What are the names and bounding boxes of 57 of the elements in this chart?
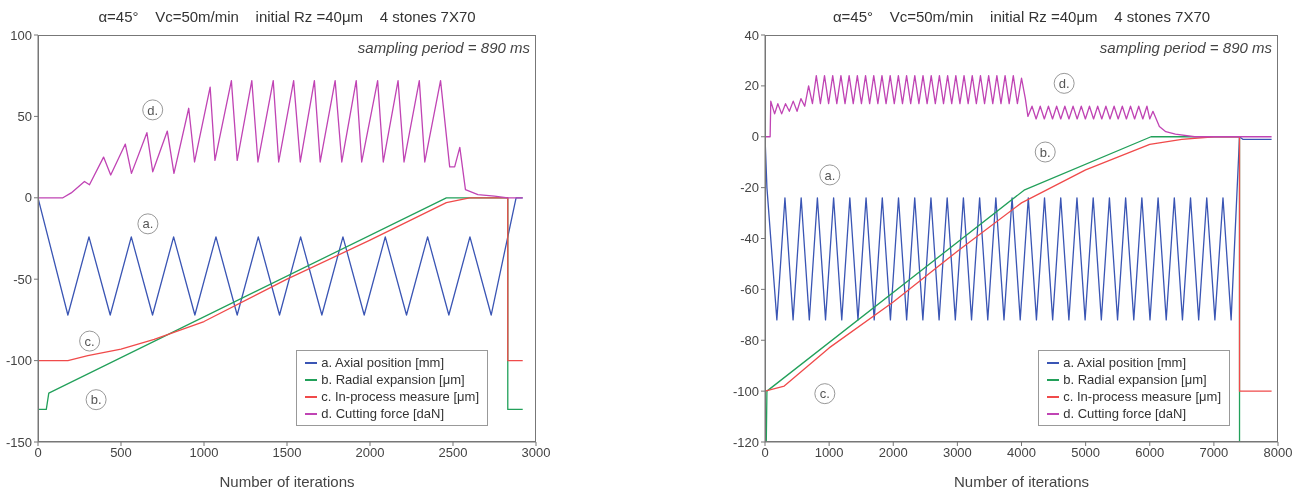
y-tick-label: -100	[5, 353, 32, 369]
line-series	[38, 79, 524, 199]
legend-label: d. Cutting force [daN]	[1063, 405, 1187, 422]
annotation: a.	[142, 216, 154, 232]
y-tick-label: -120	[732, 434, 759, 450]
y-tick-label: -40	[740, 231, 759, 247]
x-tick-label: 8000	[1263, 445, 1293, 461]
x-tick-label: 0	[761, 445, 769, 461]
x-tick-label: 2000	[878, 445, 908, 461]
line-series	[765, 136, 1273, 392]
x-tick-label: 0	[34, 445, 42, 461]
y-tick-label: 50	[17, 109, 32, 125]
x-tick-label: 7000	[1199, 445, 1229, 461]
y-tick-label: -50	[13, 271, 32, 287]
legend-label: c. In-process measure [μm]	[1063, 388, 1221, 405]
x-tick-label: 4000	[1007, 445, 1036, 461]
y-tick-label: 20	[744, 78, 759, 94]
y-tick-label: 0	[751, 129, 759, 145]
x-tick-label: 3000	[942, 445, 972, 461]
x-axis-title: Number of iterations	[953, 473, 1090, 490]
x-tick-label: 2500	[438, 445, 468, 461]
y-tick-label: 0	[24, 190, 32, 206]
x-tick-label: 2000	[355, 445, 385, 461]
y-tick-label: -100	[732, 383, 759, 399]
annotation: sampling period = 890 ms	[1099, 39, 1272, 56]
y-tick-label: -80	[740, 332, 759, 348]
y-tick-label: -150	[5, 434, 32, 450]
legend-label: b. Radial expansion [μm]	[1063, 371, 1207, 388]
x-axis-title: Number of iterations	[219, 473, 355, 490]
legend-label: a. Axial position [mm]	[1063, 354, 1187, 371]
x-tick-label: 1000	[814, 445, 844, 461]
legend-label: c. In-process measure [μm]	[321, 388, 479, 405]
y-tick-label: 100	[10, 27, 32, 43]
annotation: a.	[824, 167, 836, 183]
x-tick-label: 6000	[1135, 445, 1165, 461]
chart-title: α=45° Vc=50m/min initial Rz =40μm 4 stones 7X70	[97, 8, 477, 25]
y-tick-label: -20	[740, 180, 759, 196]
x-tick-label: 5000	[1071, 445, 1101, 461]
legend-label: d. Cutting force [daN]	[321, 405, 445, 422]
legend-label: b. Radial expansion [μm]	[321, 371, 465, 388]
annotation: c.	[819, 386, 830, 402]
line-series	[765, 136, 1273, 321]
line-series	[765, 75, 1273, 138]
annotation: b.	[90, 392, 102, 408]
y-tick-label: -60	[740, 281, 759, 297]
annotation: c.	[84, 333, 95, 349]
legend-label: a. Axial position [mm]	[321, 354, 445, 371]
annotation: sampling period = 890 ms	[357, 39, 530, 56]
x-tick-label: 500	[110, 445, 132, 461]
chart-title: α=45° Vc=50m/min initial Rz =40μm 4 stones 7X70	[831, 8, 1212, 25]
x-tick-label: 1500	[272, 445, 302, 461]
x-tick-label: 1000	[189, 445, 219, 461]
x-tick-label: 3000	[521, 445, 551, 461]
annotation: b.	[1039, 144, 1051, 160]
annotation: d.	[147, 102, 159, 118]
y-tick-label: 40	[744, 27, 759, 43]
annotation: d.	[1058, 75, 1070, 91]
